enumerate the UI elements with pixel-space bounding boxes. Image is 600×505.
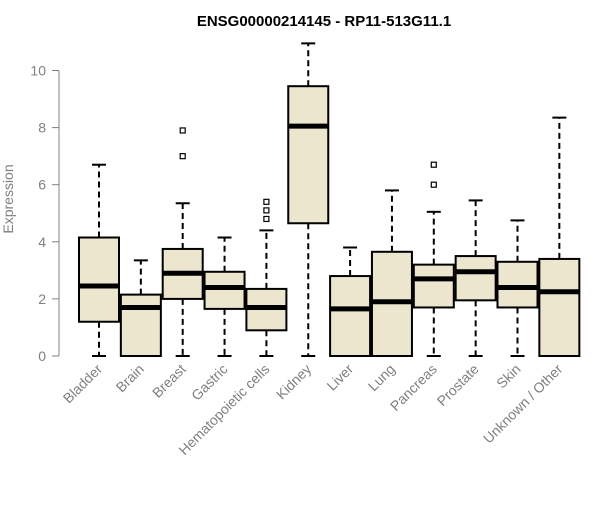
- box: [203, 270, 246, 310]
- box-group: [454, 199, 497, 357]
- y-tick-label: 8: [38, 120, 46, 136]
- x-tick-label: Brain: [113, 361, 147, 395]
- box: [119, 293, 162, 357]
- box: [287, 85, 330, 225]
- box-group: [329, 246, 372, 357]
- outlier-point: [179, 127, 186, 134]
- x-tick-label: Kidney: [273, 361, 315, 403]
- y-tick-label: 4: [38, 234, 46, 250]
- y-tick-label: 6: [38, 177, 46, 193]
- box-group: [496, 219, 539, 357]
- outlier-point: [263, 215, 270, 223]
- box-group: [203, 236, 246, 357]
- x-tick-label: Breast: [149, 361, 189, 401]
- box-group: [287, 42, 330, 357]
- chart-title: ENSG00000214145 - RP11-513G11.1: [197, 13, 451, 30]
- y-axis-label: Expression: [0, 164, 16, 233]
- box: [496, 260, 539, 309]
- box: [538, 257, 581, 357]
- x-tick-label: Bladder: [60, 361, 106, 407]
- box-group: [412, 161, 455, 357]
- x-tick-label: Liver: [323, 361, 356, 394]
- y-tick-label: 0: [38, 348, 46, 364]
- box-group: [78, 163, 120, 357]
- box-group: [119, 259, 162, 357]
- x-tick-label: Unknown / Other: [480, 361, 566, 447]
- box: [412, 263, 455, 309]
- y-tick-label: 2: [38, 291, 46, 307]
- x-tick-label: Pancreas: [387, 361, 440, 414]
- y-tick-label: 10: [30, 63, 46, 79]
- box: [329, 275, 372, 357]
- x-tick-label: Lung: [365, 361, 398, 394]
- box-group: [161, 127, 204, 357]
- box: [454, 255, 497, 302]
- y-axis: 0 2 4 6 8 10: [30, 63, 60, 364]
- outlier-point: [430, 181, 437, 188]
- x-tick-label: Prostate: [434, 361, 482, 409]
- x-tick-label: Skin: [493, 361, 524, 392]
- outlier-point: [430, 161, 437, 168]
- outlier-point: [263, 198, 270, 205]
- outlier-point: [179, 153, 186, 160]
- box-group: [538, 116, 581, 357]
- box-group: [245, 198, 288, 357]
- box-group: [370, 189, 413, 357]
- boxes: [78, 42, 581, 357]
- outlier-point: [263, 207, 270, 214]
- box: [78, 236, 120, 323]
